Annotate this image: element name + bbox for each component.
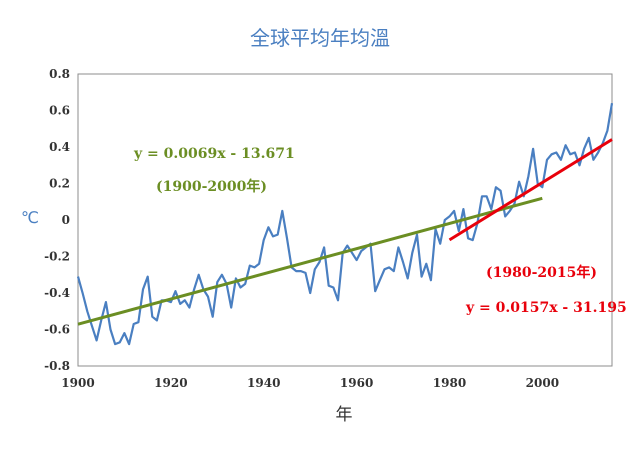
green-trend-range: (1900-2000年) (156, 178, 267, 195)
y-tick-label: 0.8 (49, 67, 70, 81)
green-trend-equation: y = 0.0069x - 13.671 (133, 146, 295, 162)
y-tick-label: 0 (62, 213, 70, 227)
y-tick-label: -0.2 (44, 250, 70, 264)
x-axis-label: 年 (336, 405, 353, 425)
y-tick-label: -0.8 (44, 359, 70, 373)
y-tick-label: 0.6 (49, 104, 70, 118)
x-tick-label: 1940 (247, 376, 280, 390)
y-tick-label: 0.2 (49, 177, 70, 191)
y-axis-label: ℃ (21, 208, 39, 227)
x-tick-label: 1900 (61, 376, 94, 390)
x-tick-label: 1960 (340, 376, 373, 390)
trendline-1900-2000 (77, 196, 543, 326)
trendline-1980-2015 (448, 138, 613, 242)
red-trend-range: (1980-2015年) (486, 264, 597, 281)
x-tick-label: 1980 (433, 376, 466, 390)
x-tick-label: 1920 (154, 376, 187, 390)
x-ticks: 1900 1920 1940 1960 1980 2000 (61, 376, 559, 390)
y-ticks: -0.8 -0.6 -0.4 -0.2 0 0.2 0.4 0.6 0.8 (44, 67, 70, 373)
red-trend-equation: y = 0.0157x - 31.195 (465, 300, 627, 316)
y-tick-label: -0.4 (44, 286, 70, 300)
chart-title: 全球平均年均溫 (250, 26, 390, 50)
y-tick-label: 0.4 (49, 140, 70, 154)
plot-area (77, 73, 613, 367)
series-layer (76, 103, 614, 346)
svg-text:℃: ℃ (21, 208, 39, 227)
x-tick-label: 2000 (526, 376, 559, 390)
y-tick-label: -0.6 (44, 323, 70, 337)
